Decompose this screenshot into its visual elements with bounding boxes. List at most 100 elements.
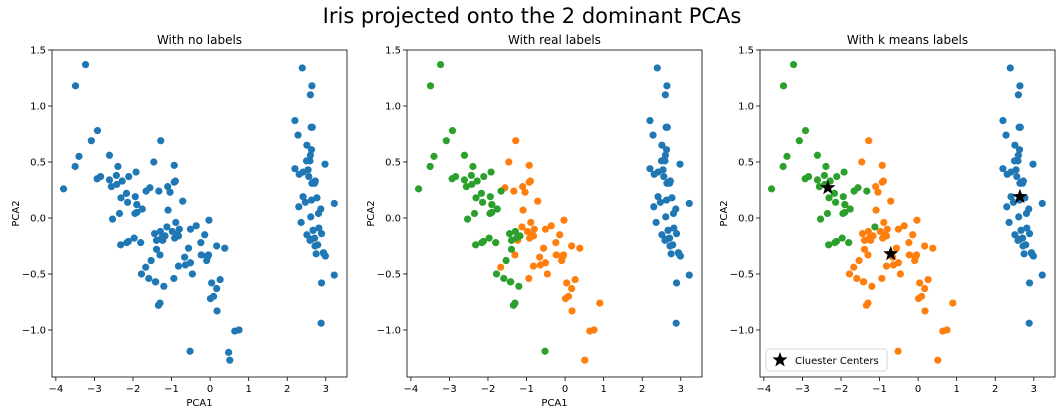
data-point: [462, 183, 470, 191]
data-point: [526, 177, 534, 185]
data-point: [492, 239, 500, 247]
data-point: [132, 168, 140, 176]
data-point: [291, 116, 299, 125]
plot-frame: [406, 49, 703, 378]
data-point: [164, 206, 172, 214]
data-point: [823, 209, 832, 218]
data-point: [1016, 82, 1024, 90]
data-point: [467, 171, 475, 180]
data-point: [864, 227, 872, 236]
data-point: [1015, 213, 1023, 221]
data-point: [512, 137, 520, 145]
data-point: [879, 177, 887, 185]
data-point: [813, 176, 822, 184]
data-point: [789, 60, 798, 69]
data-point: [519, 206, 527, 214]
data-point: [672, 230, 681, 238]
data-point: [426, 82, 435, 90]
data-point: [921, 307, 929, 315]
data-point: [487, 168, 495, 176]
y-tick-label: 1.0: [385, 101, 401, 112]
data-point: [321, 160, 329, 168]
data-point: [308, 82, 316, 90]
data-point: [213, 307, 221, 315]
y-tick-label: 0.5: [385, 157, 401, 168]
data-point: [667, 250, 675, 258]
y-axis-label: PCA2: [11, 200, 22, 226]
data-point: [813, 151, 822, 159]
y-tick-label: −0.5: [22, 269, 46, 280]
data-point: [921, 284, 929, 293]
data-point: [839, 193, 847, 201]
data-point: [472, 194, 480, 202]
data-point: [916, 279, 924, 287]
data-point: [448, 127, 457, 135]
data-point: [306, 236, 314, 244]
data-point: [298, 64, 306, 72]
legend: Cluester Centers: [765, 348, 888, 372]
data-point: [871, 223, 879, 231]
data-point: [854, 184, 862, 192]
data-point: [859, 278, 867, 286]
data-point: [156, 227, 164, 236]
data-point: [174, 262, 183, 270]
data-point: [663, 123, 671, 131]
data-point: [521, 188, 529, 196]
data-point: [525, 274, 533, 283]
data-point: [123, 198, 132, 206]
data-point: [1015, 146, 1024, 154]
data-point: [205, 216, 213, 224]
data-point: [311, 242, 319, 250]
data-point: [93, 127, 102, 135]
scatter-series: [414, 60, 549, 355]
data-point: [674, 249, 683, 257]
data-point: [863, 187, 871, 195]
data-point: [858, 230, 867, 238]
data-point: [451, 172, 460, 181]
data-point: [661, 151, 669, 159]
data-point: [816, 215, 825, 223]
data-point: [670, 224, 678, 232]
data-point: [197, 251, 205, 259]
data-point: [845, 270, 854, 278]
scatter-series: [497, 137, 604, 364]
data-point: [571, 275, 579, 284]
data-point: [81, 60, 90, 69]
data-point: [142, 263, 150, 271]
data-point: [302, 157, 311, 165]
data-point: [472, 241, 480, 249]
data-point: [213, 284, 221, 293]
data-point: [815, 183, 823, 191]
data-point: [564, 292, 573, 300]
data-point: [530, 225, 538, 233]
y-tick-label: 1.0: [738, 101, 754, 112]
data-point: [294, 131, 302, 139]
data-point: [924, 275, 932, 284]
data-point: [646, 165, 654, 173]
data-point: [463, 215, 472, 223]
data-point: [858, 158, 866, 166]
data-point: [850, 263, 858, 271]
data-point: [669, 209, 678, 218]
data-point: [186, 225, 195, 233]
y-axis-label: PCA2: [719, 200, 730, 226]
data-point: [999, 116, 1007, 125]
data-point: [426, 162, 434, 171]
y-axis-label: PCA2: [366, 200, 377, 226]
data-point: [658, 231, 666, 239]
data-point: [115, 209, 124, 218]
data-point: [539, 244, 548, 252]
data-point: [506, 278, 514, 286]
data-point: [831, 198, 840, 206]
subplot-title-no-labels: With no labels: [157, 33, 242, 47]
data-point: [142, 187, 150, 195]
data-point: [315, 224, 323, 232]
data-point: [208, 279, 216, 287]
data-point: [1025, 319, 1033, 327]
data-point: [105, 151, 114, 159]
data-point: [909, 231, 917, 239]
data-point: [181, 253, 189, 261]
data-point: [488, 200, 496, 209]
data-point: [685, 199, 693, 208]
